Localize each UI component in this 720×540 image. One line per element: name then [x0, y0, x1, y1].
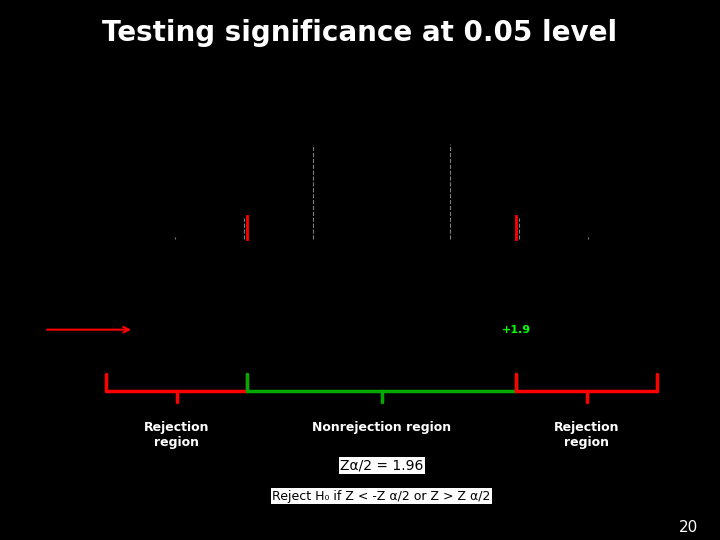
Text: 99: 99 [549, 300, 559, 309]
Text: 95: 95 [518, 300, 528, 309]
Text: -1σ: -1σ [306, 250, 320, 259]
Text: 10: 10 [264, 300, 273, 309]
Text: +3.0: +3.0 [578, 325, 598, 334]
Text: 2.3%: 2.3% [199, 275, 220, 284]
Text: 13.59%: 13.59% [469, 178, 500, 187]
Text: 20 30 40: 20 30 40 [330, 300, 364, 309]
Text: 99.9%: 99.9% [541, 275, 567, 284]
Text: 5: 5 [238, 300, 243, 309]
Text: +4.0: +4.0 [647, 325, 667, 334]
Text: Cumulative
Percentages: Cumulative Percentages [0, 267, 24, 280]
Text: Percentage of
cases in 8 portions
of the curve: Percentage of cases in 8 portions of the… [0, 185, 36, 205]
Text: -3.0: -3.0 [167, 325, 184, 334]
Text: 2.14%: 2.14% [541, 214, 567, 223]
Text: 90: 90 [490, 300, 500, 309]
Text: +1.9: +1.9 [502, 325, 531, 335]
Text: 2.14%: 2.14% [197, 214, 222, 223]
Text: .13%: .13% [130, 228, 151, 237]
Text: -4.0: -4.0 [99, 325, 114, 334]
Text: +1.0: +1.0 [441, 325, 460, 334]
Text: Percentiles: Percentiles [0, 302, 22, 308]
Text: +3σ: +3σ [580, 250, 597, 259]
Text: +2σ: +2σ [510, 250, 528, 259]
Text: Normal,
Bell-shaped Curve: Normal, Bell-shaped Curve [248, 133, 337, 154]
Text: Reject H₀ if Z < -Z α/2 or Z > Z α/2: Reject H₀ if Z < -Z α/2 or Z > Z α/2 [272, 490, 491, 503]
Text: +4σ: +4σ [648, 250, 665, 259]
Text: 20: 20 [679, 519, 698, 535]
Text: -: - [243, 325, 246, 334]
Text: Standard Deviations: Standard Deviations [0, 252, 39, 258]
Text: -4σ: -4σ [99, 250, 113, 259]
Text: Zα/2 = 1.96: Zα/2 = 1.96 [340, 458, 423, 472]
Text: 1: 1 [207, 300, 212, 309]
Text: 15.9%: 15.9% [265, 275, 292, 284]
Text: 50%: 50% [338, 275, 356, 284]
Text: -3σ: -3σ [168, 250, 182, 259]
Text: Testing significance at 0.05 level: Testing significance at 0.05 level [102, 19, 618, 47]
Text: Rejection
region: Rejection region [144, 421, 210, 449]
Text: 13.59%: 13.59% [263, 178, 294, 187]
Text: 0: 0 [379, 325, 384, 334]
Text: Nonrejection region: Nonrejection region [312, 421, 451, 434]
Text: .13%: .13% [612, 228, 633, 237]
Text: -2σ: -2σ [238, 250, 251, 259]
Text: 50 60 70 80: 50 60 70 80 [393, 300, 439, 309]
Text: 84.1%: 84.1% [402, 275, 429, 284]
Text: +1σ: +1σ [441, 250, 459, 259]
Text: 34.13%: 34.13% [400, 139, 432, 148]
Text: Rejection
region: Rejection region [554, 421, 619, 449]
Text: 0: 0 [379, 250, 384, 259]
Text: Z scores: Z scores [0, 327, 18, 333]
Text: 97.7%: 97.7% [472, 275, 498, 284]
Text: 34.13%: 34.13% [331, 139, 363, 148]
Text: 0.1%: 0.1% [130, 275, 151, 284]
Text: -1.0: -1.0 [305, 325, 321, 334]
